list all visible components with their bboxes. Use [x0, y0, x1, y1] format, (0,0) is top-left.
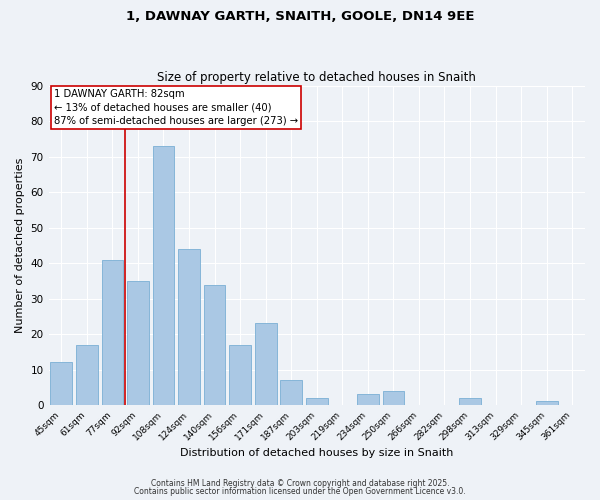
X-axis label: Distribution of detached houses by size in Snaith: Distribution of detached houses by size …: [180, 448, 454, 458]
Bar: [178, 249, 200, 405]
Title: Size of property relative to detached houses in Snaith: Size of property relative to detached ho…: [157, 70, 476, 84]
Bar: [152, 146, 175, 405]
Text: Contains public sector information licensed under the Open Government Licence v3: Contains public sector information licen…: [134, 487, 466, 496]
Bar: [306, 398, 328, 405]
Bar: [229, 345, 251, 405]
Bar: [459, 398, 481, 405]
Bar: [357, 394, 379, 405]
Bar: [127, 281, 149, 405]
Bar: [280, 380, 302, 405]
Bar: [204, 284, 226, 405]
Bar: [255, 324, 277, 405]
Bar: [50, 362, 72, 405]
Text: 1 DAWNAY GARTH: 82sqm
← 13% of detached houses are smaller (40)
87% of semi-deta: 1 DAWNAY GARTH: 82sqm ← 13% of detached …: [54, 89, 298, 126]
Text: Contains HM Land Registry data © Crown copyright and database right 2025.: Contains HM Land Registry data © Crown c…: [151, 478, 449, 488]
Bar: [76, 345, 98, 405]
Bar: [536, 402, 557, 405]
Text: 1, DAWNAY GARTH, SNAITH, GOOLE, DN14 9EE: 1, DAWNAY GARTH, SNAITH, GOOLE, DN14 9EE: [126, 10, 474, 23]
Bar: [101, 260, 123, 405]
Y-axis label: Number of detached properties: Number of detached properties: [15, 158, 25, 333]
Bar: [383, 391, 404, 405]
